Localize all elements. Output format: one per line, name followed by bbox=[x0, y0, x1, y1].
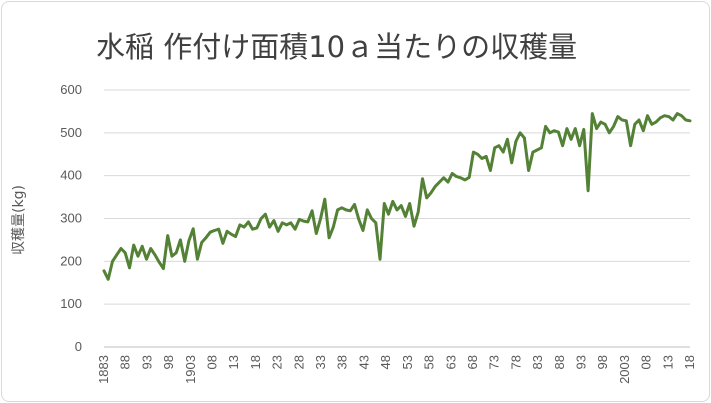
x-tick-label: 28 bbox=[291, 355, 306, 369]
y-tick-label: 0 bbox=[75, 339, 82, 354]
x-tick-label: 93 bbox=[573, 355, 588, 369]
x-tick-label: 08 bbox=[205, 355, 220, 369]
x-tick-labels: 1883 88 93 98 1903 08 13 18 23 28 33 38 43 48 53 58 63 68… bbox=[96, 355, 697, 384]
x-tick-label: 63 bbox=[443, 355, 458, 369]
y-tick-label: 300 bbox=[60, 211, 82, 226]
y-tick-label: 100 bbox=[60, 296, 82, 311]
gridlines bbox=[104, 89, 690, 348]
x-tick-label: 33 bbox=[313, 355, 328, 369]
x-tick-label: 68 bbox=[465, 355, 480, 369]
x-tick-label: 93 bbox=[139, 355, 154, 369]
x-tick-label: 43 bbox=[356, 355, 371, 369]
series-group bbox=[102, 112, 692, 281]
y-tick-label: 200 bbox=[60, 253, 82, 268]
x-tick-label: 88 bbox=[118, 355, 133, 369]
x-tick-label: 2003 bbox=[617, 355, 632, 384]
x-tick-label: 58 bbox=[422, 355, 437, 369]
y-tick-labels: 0 100 200 300 400 500 600 bbox=[60, 82, 82, 354]
x-tick-label: 88 bbox=[552, 355, 567, 369]
x-tick-label: 13 bbox=[226, 355, 241, 369]
x-tick-label: 98 bbox=[595, 355, 610, 369]
chart-title: 水稲 作付け面積10ａ当たりの収穫量 bbox=[96, 30, 578, 64]
x-tick-label: 53 bbox=[400, 355, 415, 369]
x-tick-label: 78 bbox=[508, 355, 523, 369]
x-tick-label: 23 bbox=[270, 355, 285, 369]
x-tick-label: 98 bbox=[161, 355, 176, 369]
x-tick-label: 08 bbox=[639, 355, 654, 369]
x-tick-label: 48 bbox=[378, 355, 393, 369]
x-tick-label: 18 bbox=[682, 355, 697, 369]
y-tick-label: 500 bbox=[60, 125, 82, 140]
x-tick-label: 13 bbox=[660, 355, 675, 369]
y-tick-label: 600 bbox=[60, 82, 82, 97]
x-tick-label: 1903 bbox=[183, 355, 198, 384]
x-tick-label: 83 bbox=[530, 355, 545, 369]
x-tick-label: 1883 bbox=[96, 355, 111, 384]
x-tick-label: 38 bbox=[335, 355, 350, 369]
series-line bbox=[102, 112, 692, 281]
y-tick-label: 400 bbox=[60, 168, 82, 183]
x-tick-label: 18 bbox=[248, 355, 263, 369]
x-tick-label: 73 bbox=[487, 355, 502, 369]
